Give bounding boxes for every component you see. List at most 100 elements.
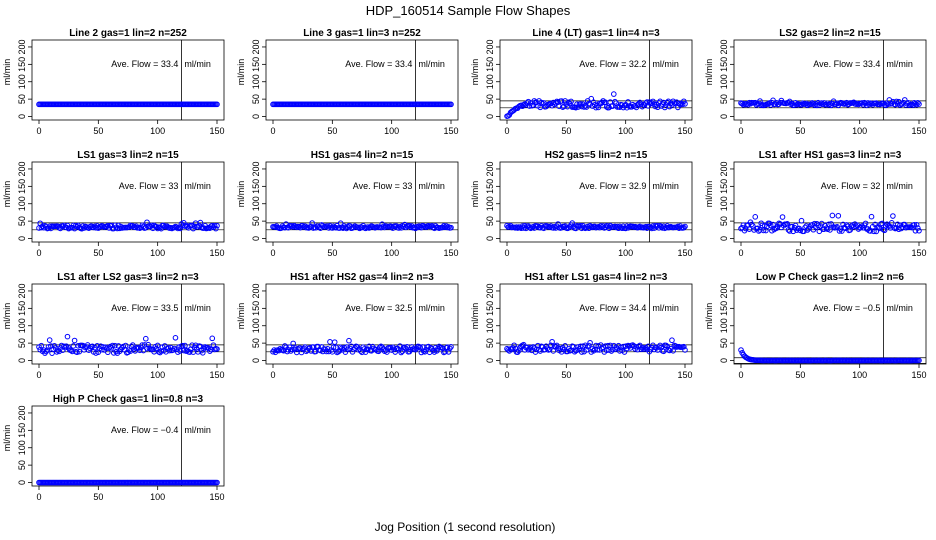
data-point bbox=[113, 348, 119, 355]
data-point bbox=[139, 342, 146, 348]
x-tick-label: 50 bbox=[327, 126, 337, 136]
ave-flow-unit: ml/min bbox=[652, 59, 679, 69]
data-point bbox=[511, 342, 517, 349]
data-point bbox=[100, 344, 106, 350]
y-axis-label: ml/min bbox=[2, 59, 12, 86]
x-tick-label: 150 bbox=[209, 126, 224, 136]
panel-11: HS1 after LS1 gas=4 lin=2 n=3 ml/min 0 50 10… bbox=[470, 272, 693, 380]
data-point bbox=[56, 348, 62, 355]
ave-flow-label: Ave. Flow = 33.5 bbox=[111, 303, 178, 313]
data-point bbox=[568, 98, 574, 105]
panel-title: HS1 gas=4 lin=2 n=15 bbox=[311, 150, 414, 161]
data-point bbox=[911, 222, 918, 228]
ave-flow-label: Ave. Flow = 33 bbox=[119, 181, 179, 191]
ave-flow-unit: ml/min bbox=[652, 303, 679, 313]
x-tick-label: 150 bbox=[911, 370, 926, 380]
y-tick-label: 50 bbox=[17, 94, 27, 104]
y-tick-label: 150 bbox=[485, 301, 495, 316]
x-tick-label: 50 bbox=[93, 492, 103, 502]
data-point bbox=[738, 347, 744, 353]
panel-title: Line 4 (LT) gas=1 lin=4 n=3 bbox=[532, 28, 660, 39]
data-point bbox=[915, 100, 921, 106]
data-point bbox=[641, 345, 648, 352]
data-point bbox=[290, 340, 296, 347]
data-point bbox=[890, 213, 896, 219]
panel-frame bbox=[31, 283, 225, 365]
data-point bbox=[346, 337, 352, 344]
panel-9: LS1 after LS2 gas=3 lin=2 n=3 ml/min 0 50 10… bbox=[2, 272, 225, 380]
data-point bbox=[550, 348, 557, 354]
data-point bbox=[172, 335, 179, 341]
panels-group: Line 2 gas=1 lin=2 n=252 ml/min 0 50 100 150 2… bbox=[2, 28, 927, 502]
y-tick-label: 0 bbox=[17, 114, 27, 119]
data-point bbox=[682, 223, 688, 230]
ave-flow-label: Ave. Flow = −0.4 bbox=[111, 425, 178, 435]
ave-flow-label: Ave. Flow = 33.4 bbox=[345, 59, 412, 69]
x-tick-label: 100 bbox=[150, 370, 165, 380]
x-tick-label: 100 bbox=[852, 126, 867, 136]
panel-frame bbox=[499, 283, 693, 365]
data-point bbox=[64, 333, 71, 340]
x-tick-label: 150 bbox=[209, 248, 224, 258]
y-tick-label: 0 bbox=[485, 114, 495, 119]
y-tick-label: 50 bbox=[17, 338, 27, 348]
ave-flow-unit: ml/min bbox=[184, 181, 211, 191]
x-tick-label: 100 bbox=[150, 126, 165, 136]
y-tick-label: 100 bbox=[17, 74, 27, 89]
data-point bbox=[182, 342, 188, 349]
panel-1: Line 2 gas=1 lin=2 n=252 ml/min 0 50 100 150 2… bbox=[2, 28, 225, 136]
data-point bbox=[554, 342, 560, 349]
y-tick-label: 150 bbox=[17, 423, 27, 438]
y-tick-label: 150 bbox=[719, 57, 729, 72]
panel-frame bbox=[265, 39, 459, 121]
data-point bbox=[586, 342, 592, 349]
data-points bbox=[738, 347, 922, 364]
ave-flow-unit: ml/min bbox=[652, 181, 679, 191]
ave-flow-unit: ml/min bbox=[184, 59, 211, 69]
y-tick-label: 100 bbox=[719, 74, 729, 89]
panel-title: LS1 after LS2 gas=3 lin=2 n=3 bbox=[57, 272, 199, 283]
x-tick-label: 50 bbox=[795, 370, 805, 380]
y-tick-label: 200 bbox=[251, 161, 261, 176]
data-point bbox=[46, 337, 53, 343]
panel-3: Line 4 (LT) gas=1 lin=4 n=3 ml/min 0 50 100 1… bbox=[470, 28, 693, 136]
data-point bbox=[330, 344, 337, 351]
data-point bbox=[757, 227, 763, 233]
data-point bbox=[74, 349, 80, 356]
data-point bbox=[68, 347, 74, 354]
y-tick-label: 50 bbox=[719, 94, 729, 104]
data-point bbox=[682, 347, 688, 353]
panel-frame bbox=[499, 39, 693, 121]
x-tick-label: 150 bbox=[911, 126, 926, 136]
data-point bbox=[324, 345, 331, 352]
data-points bbox=[36, 479, 220, 486]
y-tick-label: 50 bbox=[251, 216, 261, 226]
y-tick-label: 50 bbox=[251, 94, 261, 104]
y-tick-label: 50 bbox=[251, 338, 261, 348]
x-tick-label: 100 bbox=[618, 248, 633, 258]
data-point bbox=[555, 221, 561, 227]
data-point bbox=[70, 343, 77, 349]
panel-12: Low P Check gas=1.2 lin=2 n=6 ml/min 0 50 10… bbox=[704, 272, 927, 380]
x-tick-label: 0 bbox=[504, 126, 509, 136]
y-tick-label: 50 bbox=[719, 338, 729, 348]
data-point bbox=[798, 217, 805, 224]
panel-8: LS1 after HS1 gas=3 lin=2 n=3 ml/min 0 50 10… bbox=[704, 150, 927, 258]
y-tick-label: 150 bbox=[719, 301, 729, 316]
data-point bbox=[573, 104, 579, 111]
y-tick-label: 50 bbox=[485, 94, 495, 104]
data-point bbox=[827, 227, 833, 233]
data-point bbox=[171, 345, 178, 352]
data-point bbox=[660, 348, 667, 355]
data-point bbox=[679, 101, 686, 108]
y-tick-label: 100 bbox=[719, 318, 729, 333]
x-tick-label: 50 bbox=[93, 248, 103, 258]
data-point bbox=[664, 99, 671, 106]
ave-flow-label: Ave. Flow = 32.2 bbox=[579, 59, 646, 69]
ave-flow-unit: ml/min bbox=[886, 59, 913, 69]
data-point bbox=[581, 104, 587, 110]
panel-title: Low P Check gas=1.2 lin=2 n=6 bbox=[756, 272, 904, 283]
y-axis-label: ml/min bbox=[704, 59, 714, 86]
y-tick-label: 100 bbox=[485, 196, 495, 211]
y-tick-label: 0 bbox=[17, 480, 27, 485]
